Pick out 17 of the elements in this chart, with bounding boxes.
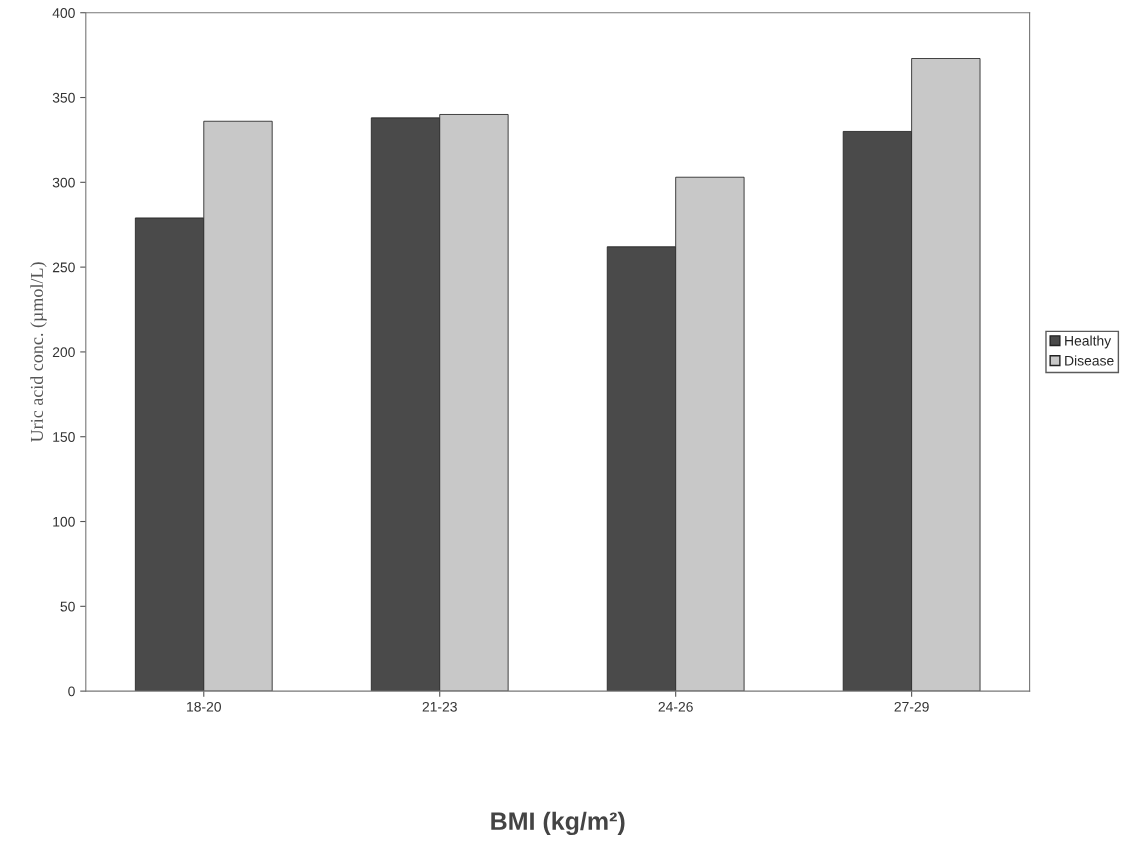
y-tick-label: 250 [52, 262, 75, 273]
x-axis-title: BMI (kg/m²) [491, 811, 625, 836]
y-tick-label: 0 [68, 686, 75, 697]
legend-label: Healthy [1065, 335, 1112, 349]
y-tick-label: 200 [52, 347, 75, 358]
x-tick-label: 21-23 [422, 701, 457, 712]
y-tick-label: 300 [52, 177, 75, 188]
y-axis-title: Uric acid conc. (µmol/L) [30, 262, 47, 442]
y-tick-label: 350 [52, 92, 75, 103]
y-tick-label: 100 [53, 516, 75, 527]
legend-label: Disease [1065, 355, 1114, 366]
x-tick-label: 24-26 [658, 701, 693, 712]
x-tick-label: 18-20 [187, 701, 221, 712]
y-tick-label: 400 [52, 8, 75, 18]
y-tick-label: 50 [60, 601, 75, 612]
y-tick-label: 150 [53, 432, 75, 442]
x-tick-label: 27-29 [894, 701, 929, 712]
